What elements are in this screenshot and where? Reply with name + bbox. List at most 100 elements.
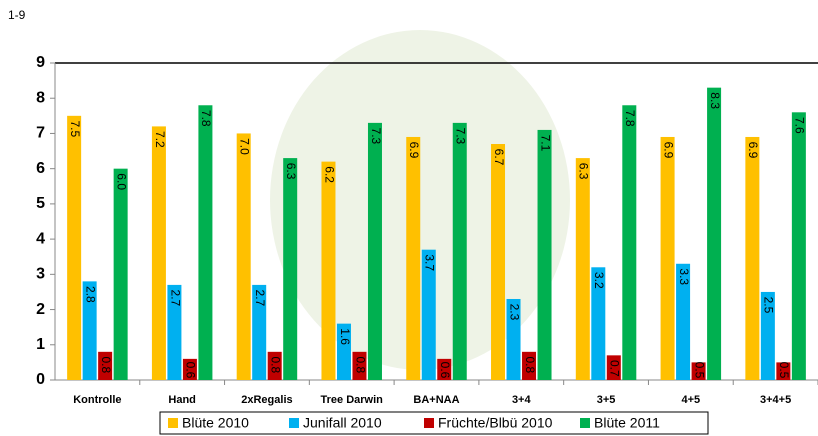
- legend-label: Blüte 2011: [594, 415, 660, 431]
- x-tick-label: 4+5: [681, 394, 700, 406]
- x-tick-label: 3+4+5: [760, 394, 791, 406]
- y-tick-label: 4: [36, 230, 45, 247]
- value-label: 0.6: [184, 362, 198, 379]
- bar: [82, 281, 97, 380]
- value-label: 6.0: [114, 173, 128, 190]
- bar: [421, 249, 436, 380]
- bar: [252, 284, 267, 380]
- bar: [760, 291, 775, 380]
- y-tick-label: 5: [36, 195, 45, 212]
- value-label: 6.3: [577, 163, 591, 180]
- bar: [336, 323, 351, 380]
- y-tick-label: 8: [36, 89, 45, 106]
- bar: [367, 122, 382, 380]
- bar: [113, 168, 128, 380]
- value-label: 7.5: [68, 120, 82, 137]
- bar: [406, 136, 421, 380]
- value-label: 7.0: [238, 138, 252, 155]
- value-label: 6.9: [746, 142, 760, 159]
- value-label: 6.7: [492, 149, 506, 166]
- bar: [745, 136, 760, 380]
- y-tick-label: 0: [36, 371, 45, 388]
- bar: [622, 105, 637, 381]
- value-label: 0.7: [608, 360, 622, 377]
- value-label: 0.8: [99, 356, 113, 373]
- value-label: 6.9: [407, 142, 421, 159]
- y-tick-label: 1: [36, 336, 45, 353]
- value-label: 7.8: [199, 110, 213, 127]
- bar: [606, 355, 621, 380]
- value-label: 2.7: [253, 290, 267, 307]
- x-tick-label: 3+4: [512, 394, 532, 406]
- bar: [452, 122, 467, 380]
- y-tick-label: 2: [36, 301, 45, 318]
- y-tick-label: 6: [36, 160, 45, 177]
- value-label: 3.3: [677, 268, 691, 285]
- bar: [691, 362, 706, 380]
- x-tick-label: BA+NAA: [413, 394, 459, 406]
- bar: [67, 115, 82, 380]
- value-label: 0.5: [777, 362, 791, 379]
- bar: [660, 136, 675, 380]
- x-tick-label: Kontrolle: [73, 394, 121, 406]
- bar: [321, 161, 336, 380]
- legend-label: Blüte 2010: [182, 415, 249, 431]
- bar: [522, 351, 537, 380]
- legend-swatch: [289, 418, 299, 428]
- bar: [437, 358, 452, 380]
- bar: [575, 158, 590, 380]
- bar: [98, 351, 113, 380]
- bar: [591, 267, 606, 380]
- legend-label: Junifall 2010: [303, 415, 382, 431]
- value-label: 0.8: [269, 356, 283, 373]
- bar: [506, 298, 521, 380]
- bar: [167, 284, 182, 380]
- bar: [352, 351, 367, 380]
- bar: [791, 112, 806, 381]
- value-label: 7.3: [454, 128, 468, 145]
- bar: [198, 105, 213, 381]
- value-label: 2.3: [507, 304, 521, 321]
- bar: [267, 351, 282, 380]
- x-tick-label: 3+5: [597, 394, 616, 406]
- x-tick-label: Hand: [168, 394, 196, 406]
- value-label: 3.7: [423, 254, 437, 271]
- value-label: 0.8: [353, 356, 367, 373]
- legend-label: Früchte/Blbü 2010: [438, 415, 553, 431]
- value-label: 0.5: [692, 362, 706, 379]
- bar: [236, 133, 251, 380]
- value-label: 7.1: [538, 135, 552, 152]
- value-label: 0.6: [438, 362, 452, 379]
- value-label: 2.7: [168, 290, 182, 307]
- bar: [283, 158, 298, 380]
- y-tick-label: 3: [36, 266, 45, 283]
- value-label: 7.6: [793, 117, 807, 134]
- legend-swatch: [168, 418, 178, 428]
- y-axis-label: 1-9: [8, 8, 26, 22]
- value-label: 3.2: [592, 272, 606, 289]
- bar: [537, 129, 552, 380]
- y-tick-label: 9: [36, 54, 45, 71]
- bar: [491, 144, 506, 380]
- value-label: 6.9: [661, 142, 675, 159]
- x-tick-label: 2xRegalis: [241, 394, 292, 406]
- y-tick-label: 7: [36, 125, 45, 142]
- legend-swatch: [580, 418, 590, 428]
- value-label: 8.3: [708, 92, 722, 109]
- value-label: 6.2: [322, 166, 336, 183]
- value-label: 0.8: [523, 356, 537, 373]
- bar: [676, 263, 691, 380]
- value-label: 2.8: [83, 286, 97, 303]
- value-label: 6.3: [284, 163, 298, 180]
- x-tick-label: Tree Darwin: [321, 394, 384, 406]
- bar: [776, 362, 791, 380]
- value-label: 7.3: [369, 128, 383, 145]
- bar: [182, 358, 197, 380]
- bar: [151, 126, 166, 381]
- bar: [707, 87, 722, 381]
- value-label: 1.6: [338, 328, 352, 345]
- value-label: 7.2: [153, 131, 167, 148]
- value-label: 7.8: [623, 110, 637, 127]
- value-label: 2.5: [762, 297, 776, 314]
